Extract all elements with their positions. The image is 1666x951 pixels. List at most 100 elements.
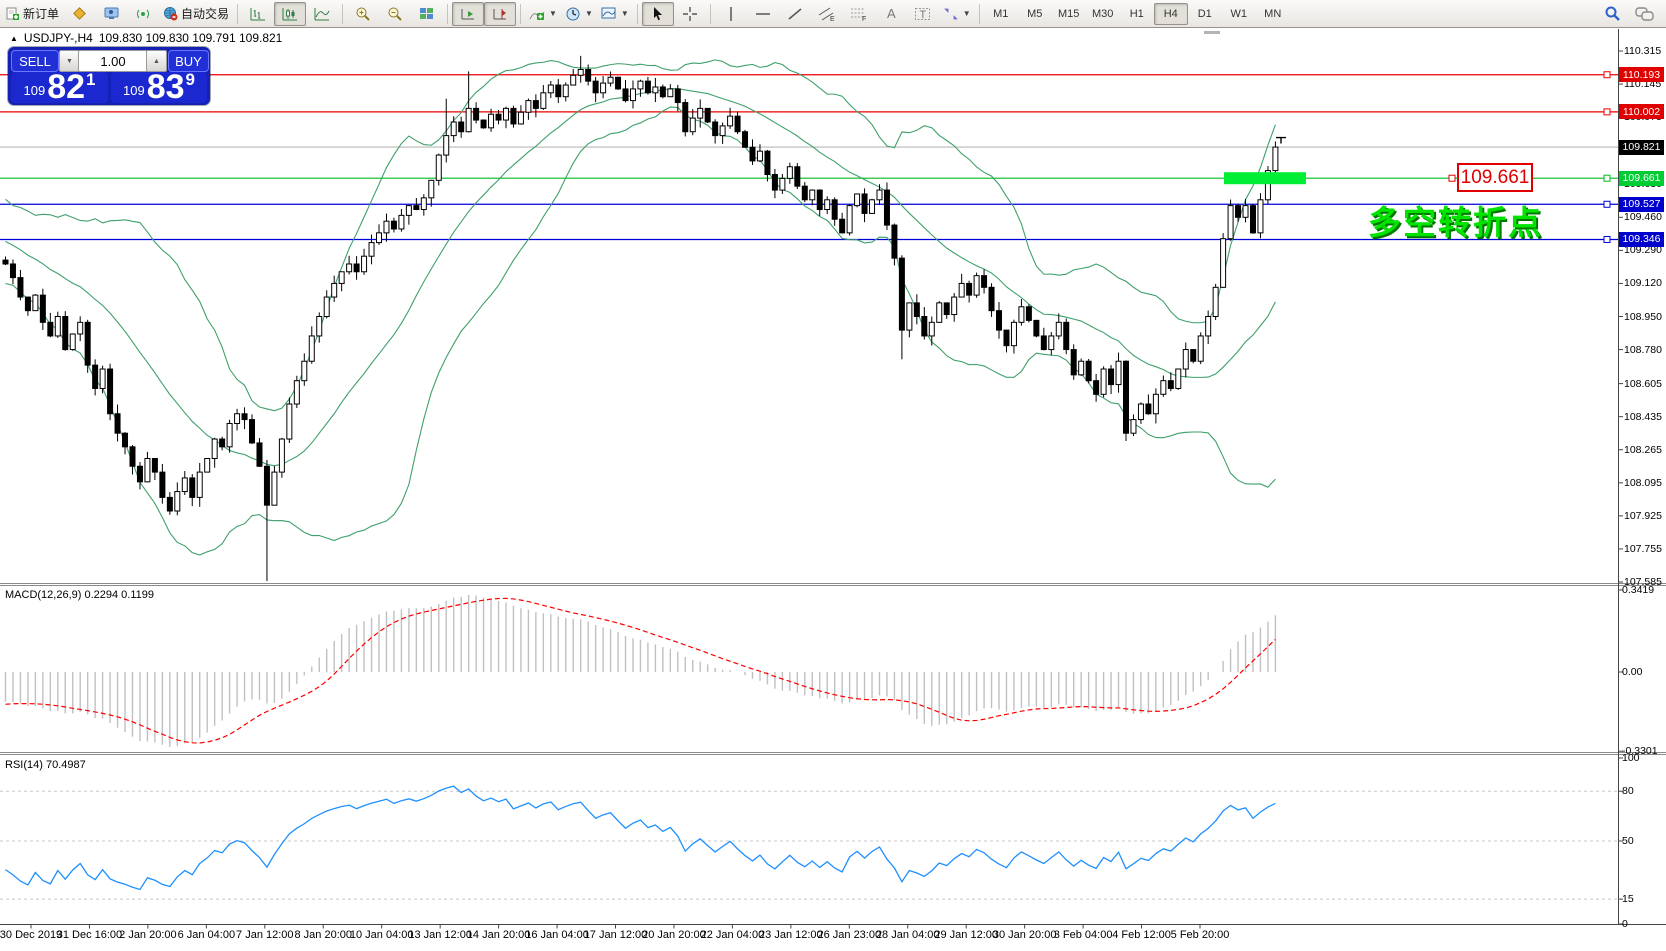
timeframe-M15[interactable]: M15 — [1058, 7, 1080, 20]
bollinger-upper-band — [5, 59, 1276, 412]
bollinger-lower-band — [5, 106, 1276, 556]
symbol-name: USDJPY-,H4 — [23, 31, 93, 45]
timeframe-W1[interactable]: W1 — [1230, 7, 1247, 20]
new-order-button[interactable]: 新订单 — [2, 2, 63, 26]
rsi-layer — [0, 785, 1618, 900]
rsi-tick: 0 — [1622, 918, 1628, 930]
new-order-label: 新订单 — [23, 7, 60, 21]
chart-annotation-text[interactable]: 多空转折点 — [1368, 204, 1543, 241]
volume-input[interactable]: 1.00 — [78, 50, 148, 72]
fibonacci-icon: F — [850, 6, 868, 23]
hline-handle[interactable] — [1603, 174, 1611, 182]
periods-button[interactable]: ▼ — [561, 2, 597, 26]
search-button[interactable] — [1596, 2, 1628, 26]
auto-scroll-icon — [460, 6, 476, 22]
line-chart-button[interactable] — [306, 2, 338, 26]
zoom-in-button[interactable] — [347, 2, 379, 26]
candlestick-chart-button[interactable] — [274, 1, 307, 26]
timeframe-D1[interactable]: D1 — [1197, 7, 1212, 20]
auto-trading-button[interactable]: 自动交易 — [159, 2, 233, 26]
time-tick: 30 Jan 20:00 — [992, 929, 1057, 941]
timeframe-M30[interactable]: M30 — [1092, 7, 1114, 20]
horizontal-line-button[interactable] — [747, 2, 779, 26]
price-tick: 107.925 — [1624, 509, 1662, 522]
price-tick: 110.315 — [1624, 45, 1662, 57]
community-button[interactable] — [95, 2, 127, 26]
clock-icon — [565, 6, 581, 22]
toolbar-separator — [342, 3, 344, 24]
price-tick: 109.460 — [1624, 211, 1662, 224]
rsi-tick: 80 — [1622, 785, 1634, 798]
price-badge-109.346: 109.346 — [1619, 231, 1664, 247]
price-tick: 108.095 — [1624, 476, 1662, 489]
vertical-line-button[interactable] — [715, 2, 747, 26]
chat-button[interactable] — [1628, 2, 1660, 26]
timeframe-H1[interactable]: H1 — [1129, 7, 1144, 20]
signals-button[interactable] — [127, 2, 159, 26]
dropdown-caret-icon: ▼ — [962, 9, 971, 18]
cursor-button[interactable] — [641, 1, 674, 26]
volume-decrease-button[interactable]: ▼ — [59, 50, 80, 72]
bar-chart-button[interactable] — [242, 2, 274, 26]
crosshair-button[interactable] — [674, 2, 706, 26]
auto-trading-label: 自动交易 — [181, 7, 230, 21]
time-tick: 10 Jan 04:00 — [349, 929, 414, 941]
zoom-out-button[interactable] — [379, 2, 411, 26]
buy-button[interactable]: BUY — [168, 50, 209, 72]
dropdown-caret-icon: ▼ — [584, 9, 593, 18]
timeframe-M1[interactable]: M1 — [993, 7, 1009, 20]
new-order-icon — [6, 7, 20, 21]
time-tick: 14 Jan 20:00 — [466, 929, 531, 941]
indicators-button[interactable]: ▼ — [525, 2, 561, 26]
buy-price[interactable]: 109 83 9 — [111, 70, 207, 104]
favorites-button[interactable] — [63, 2, 95, 26]
time-tick: 26 Jan 23:00 — [817, 929, 882, 941]
rsi-indicator-label: RSI(14) 70.4987 — [5, 759, 86, 771]
toolbar-separator — [709, 3, 711, 24]
timeframe-MN[interactable]: MN — [1264, 7, 1282, 20]
search-icon — [1604, 5, 1621, 22]
current-bar-marker — [1276, 136, 1286, 144]
collapse-icon[interactable]: ▲ — [10, 33, 18, 43]
channel-button[interactable]: E — [811, 2, 843, 26]
price-callout-label[interactable]: 109.661 — [1457, 163, 1533, 192]
bar-chart-icon — [250, 6, 266, 22]
hline-handle[interactable] — [1603, 71, 1611, 79]
templates-button[interactable]: ▼ — [597, 2, 633, 26]
trendline-button[interactable] — [779, 2, 811, 26]
text-icon: A — [884, 6, 898, 21]
text-button[interactable]: A — [875, 2, 907, 26]
hline-handle[interactable] — [1603, 200, 1611, 208]
dropdown-caret-icon: ▼ — [549, 9, 557, 18]
time-tick: 7 Jan 12:00 — [236, 929, 294, 941]
toolbar-separator — [978, 3, 980, 24]
text-label-icon: T — [914, 6, 932, 22]
time-tick: 31 Dec 16:00 — [56, 929, 123, 941]
horizontal-line-icon — [755, 8, 771, 20]
auto-scroll-button[interactable] — [452, 1, 485, 26]
sell-button[interactable]: SELL — [11, 50, 59, 72]
sell-price[interactable]: 109 82 1 — [11, 70, 108, 104]
hline-handle[interactable] — [1603, 235, 1611, 243]
trendline-icon — [787, 6, 803, 22]
time-tick: 5 Feb 20:00 — [1170, 929, 1230, 941]
panel-frames — [0, 29, 1666, 929]
timeframe-M5[interactable]: M5 — [1027, 7, 1043, 20]
time-tick: 30 Dec 2019 — [0, 929, 63, 941]
fibonacci-button[interactable]: F — [843, 2, 875, 26]
highlight-rectangle[interactable] — [1224, 172, 1306, 185]
volume-increase-button[interactable]: ▲ — [146, 50, 167, 72]
price-tick: 109.290 — [1624, 244, 1662, 257]
price-label-handle[interactable] — [1448, 174, 1456, 182]
chart-shift-button[interactable] — [484, 1, 517, 26]
hline-handle[interactable] — [1603, 108, 1611, 116]
timeframe-H4[interactable]: H4 — [1153, 2, 1188, 25]
time-tick: 20 Jan 20:00 — [642, 929, 706, 941]
text-label-button[interactable]: T — [907, 2, 939, 26]
bollinger-middle-band — [5, 88, 1276, 467]
shapes-button[interactable]: ▼ — [939, 2, 975, 26]
gold-diamond-icon — [72, 6, 87, 21]
tile-windows-button[interactable] — [411, 2, 443, 26]
time-tick: 16 Jan 04:00 — [525, 929, 589, 941]
